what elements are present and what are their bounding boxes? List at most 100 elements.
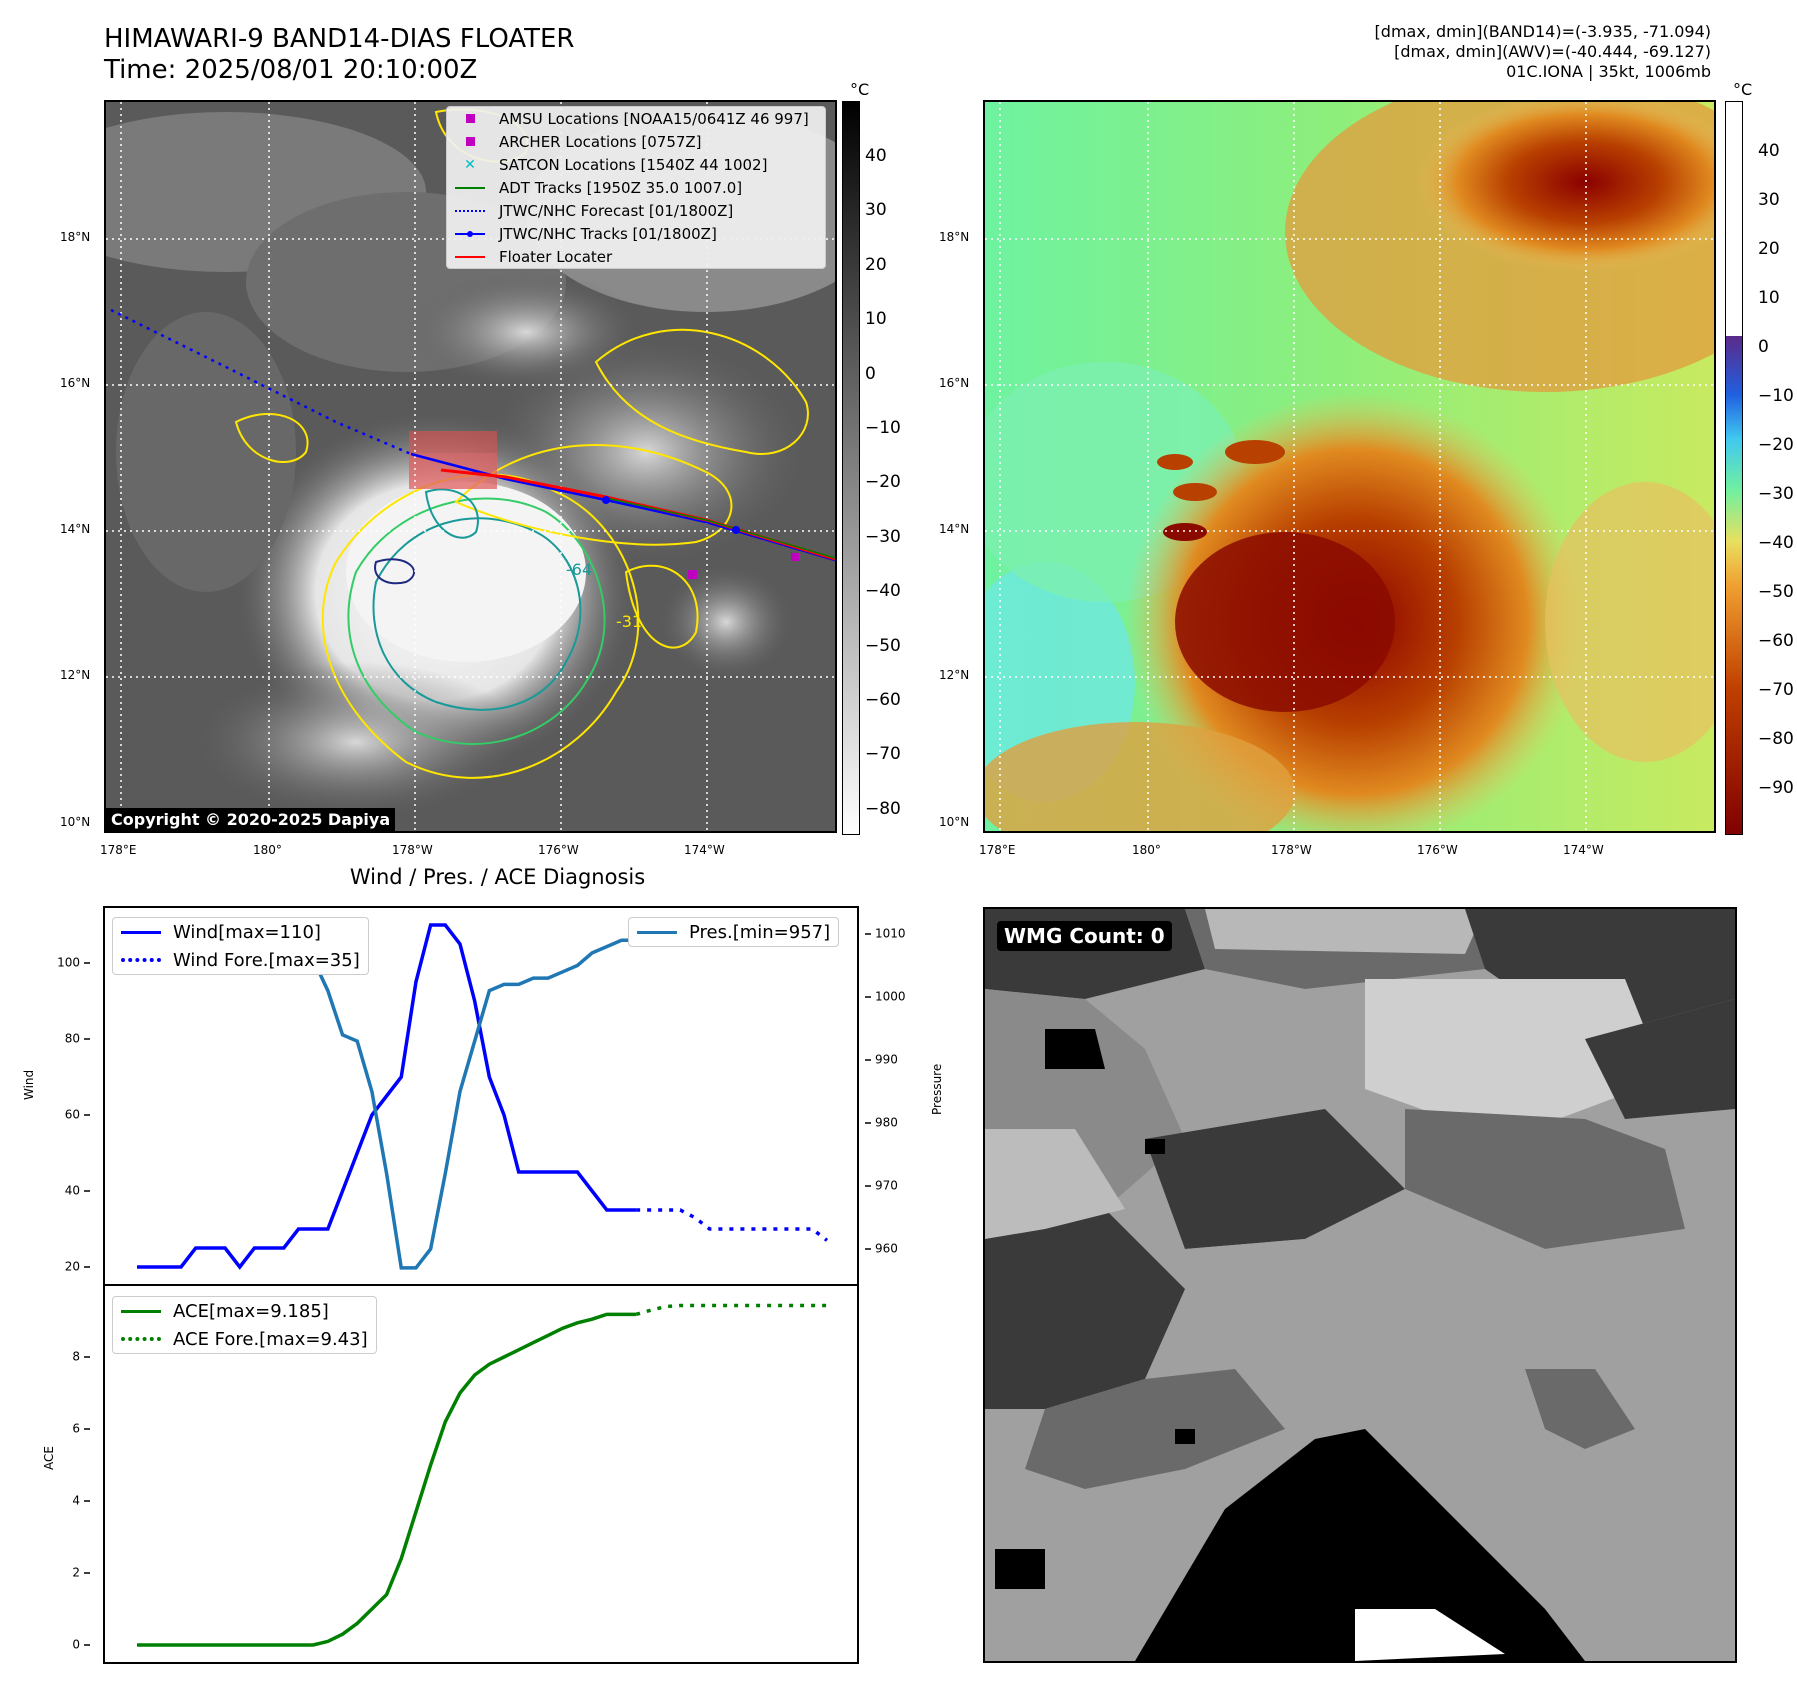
lon-label-178e-awv: 178°E bbox=[979, 843, 1016, 857]
copyright-badge: Copyright © 2020-2025 Dapiya bbox=[106, 808, 396, 831]
info-line-band14: [dmax, dmin](BAND14)=(-3.935, -71.094) bbox=[1374, 22, 1711, 41]
colorbar-color-tick: 0 bbox=[1758, 337, 1769, 357]
colorbar-gray-tick: 20 bbox=[865, 254, 887, 275]
wind-tick: 60 bbox=[65, 1108, 80, 1122]
green-dotted-line-icon bbox=[121, 1337, 161, 1341]
pressure-tick: 980 bbox=[875, 1116, 898, 1130]
pressure-tick: 990 bbox=[875, 1053, 898, 1067]
lat-label-10n: 10°N bbox=[60, 815, 91, 829]
colorbar-color-tick: −20 bbox=[1758, 435, 1794, 455]
legend-ace-fore: ACE Fore.[max=9.43] bbox=[113, 1325, 376, 1353]
magenta-square-icon bbox=[455, 112, 485, 126]
contour-label-64: -64 bbox=[566, 560, 592, 579]
wmg-image bbox=[985, 909, 1735, 1661]
blue-dotted-line-icon bbox=[121, 958, 161, 962]
lat-label-16n-awv: 16°N bbox=[939, 376, 970, 390]
colorbar-gray-tick: −40 bbox=[865, 581, 901, 602]
legend-amsu: AMSU Locations [NOAA15/0641Z 46 997] bbox=[447, 107, 825, 130]
steelblue-line-icon bbox=[637, 930, 677, 934]
colorbar-color-unit: °C bbox=[1733, 80, 1753, 99]
contour-label-31: -31 bbox=[616, 612, 642, 631]
colorbar-gray-tick: 0 bbox=[865, 363, 876, 384]
ace-line bbox=[137, 1312, 637, 1647]
legend-pres: Pres.[min=957] bbox=[629, 918, 838, 946]
ace-tick: 6 bbox=[72, 1422, 80, 1436]
colorbar-gray-tick: −20 bbox=[865, 472, 901, 493]
wind-legend: Wind[max=110] Wind Fore.[max=35] bbox=[112, 917, 369, 975]
colorbar-color-tick: 40 bbox=[1758, 141, 1780, 161]
map-legend: AMSU Locations [NOAA15/0641Z 46 997] ARC… bbox=[446, 106, 826, 269]
lat-label-18n: 18°N bbox=[60, 230, 91, 244]
legend-wind-fore: Wind Fore.[max=35] bbox=[113, 946, 368, 974]
ir-map-panel: -64 -31 AMSU Locations [NOAA15/0641Z 46 … bbox=[104, 100, 837, 833]
colorbar-gray-tick: −60 bbox=[865, 690, 901, 710]
colorbar-color-tick: −50 bbox=[1758, 582, 1794, 602]
lat-label-10n-awv: 10°N bbox=[939, 815, 970, 829]
colorbar-color-tick: −30 bbox=[1758, 484, 1794, 504]
colorbar-color-tick: 30 bbox=[1758, 190, 1780, 210]
wind-tick: 20 bbox=[65, 1260, 80, 1274]
colorbar-color bbox=[1725, 101, 1743, 835]
legend-wind: Wind[max=110] bbox=[113, 918, 368, 946]
colorbar-color-tick: −80 bbox=[1758, 729, 1794, 749]
colorbar-color-tick: −10 bbox=[1758, 386, 1794, 406]
lon-label-178w-awv: 178°W bbox=[1271, 843, 1312, 857]
ace-tick: 4 bbox=[72, 1494, 80, 1508]
lon-label-180: 180° bbox=[253, 843, 282, 857]
figure-title-line1: HIMAWARI-9 BAND14-DIAS FLOATER bbox=[104, 24, 575, 54]
pressure-line bbox=[137, 931, 637, 1270]
pressure-tick: 970 bbox=[875, 1179, 898, 1193]
lat-label-16n: 16°N bbox=[60, 376, 91, 390]
colorbar-color-tick: 20 bbox=[1758, 239, 1780, 259]
ace-forecast-line bbox=[635, 1303, 827, 1317]
lon-label-180-awv: 180° bbox=[1132, 843, 1161, 857]
ace-tick: 2 bbox=[72, 1566, 80, 1580]
colorbar-gray-tick: −50 bbox=[865, 635, 901, 656]
legend-forecast: JTWC/NHC Forecast [01/1800Z] bbox=[447, 199, 825, 222]
legend-ace: ACE[max=9.185] bbox=[113, 1297, 376, 1325]
green-line-icon bbox=[121, 1309, 161, 1313]
diag-title: Wind / Pres. / ACE Diagnosis bbox=[349, 865, 646, 889]
ace-tick: 8 bbox=[72, 1350, 80, 1364]
blue-dotted-line-icon bbox=[455, 204, 485, 218]
colorbar-gray-tick: −70 bbox=[865, 744, 901, 765]
wind-tick: 100 bbox=[57, 956, 80, 970]
wmg-panel: WMG Count: 0 bbox=[983, 907, 1737, 1663]
lat-label-14n-awv: 14°N bbox=[939, 522, 970, 536]
wind-line bbox=[137, 923, 637, 1270]
colorbar-color-tick: 10 bbox=[1758, 288, 1780, 308]
lon-label-176w: 176°W bbox=[538, 843, 579, 857]
legend-floater: Floater Locater bbox=[447, 245, 825, 268]
info-line-awv: [dmax, dmin](AWV)=(-40.444, -69.127) bbox=[1394, 42, 1711, 61]
pressure-tick: 1000 bbox=[875, 990, 906, 1004]
wmg-count-badge: WMG Count: 0 bbox=[997, 921, 1172, 951]
colorbar-gray bbox=[842, 101, 860, 835]
colorbar-gray-tick: −30 bbox=[865, 526, 901, 547]
cyan-x-icon: ✕ bbox=[464, 156, 476, 173]
legend-satcon: ✕ SATCON Locations [1540Z 44 1002] bbox=[447, 153, 825, 176]
lat-label-12n: 12°N bbox=[60, 668, 91, 682]
lon-label-174w: 174°W bbox=[684, 843, 725, 857]
wind-tick: 40 bbox=[65, 1184, 80, 1198]
lon-label-176w-awv: 176°W bbox=[1417, 843, 1458, 857]
figure-title-line2: Time: 2025/08/01 20:10:00Z bbox=[104, 55, 478, 85]
legend-adt: ADT Tracks [1950Z 35.0 1007.0] bbox=[447, 176, 825, 199]
pres-legend: Pres.[min=957] bbox=[628, 917, 840, 947]
colorbar-gray-tick: 30 bbox=[865, 200, 887, 221]
colorbar-gray-tick: 40 bbox=[865, 146, 887, 166]
wind-tick: 80 bbox=[65, 1032, 80, 1046]
pressure-tick: 1010 bbox=[875, 927, 906, 941]
blue-line-icon bbox=[121, 930, 161, 934]
awv-map-panel bbox=[983, 100, 1716, 833]
colorbar-color-tick: −70 bbox=[1758, 680, 1794, 700]
ace-tick: 0 bbox=[72, 1638, 80, 1652]
colorbar-color-tick: −90 bbox=[1758, 778, 1794, 798]
awv-map-image bbox=[985, 102, 1714, 831]
legend-tracks: JTWC/NHC Tracks [01/1800Z] bbox=[447, 222, 825, 245]
blue-line-dot-icon bbox=[455, 227, 485, 241]
ace-legend: ACE[max=9.185] ACE Fore.[max=9.43] bbox=[112, 1296, 377, 1354]
info-line-storm: 01C.IONA | 35kt, 1006mb bbox=[1506, 62, 1711, 81]
wind-forecast-line bbox=[636, 1208, 829, 1242]
colorbar-gray-tick: 10 bbox=[865, 309, 887, 330]
